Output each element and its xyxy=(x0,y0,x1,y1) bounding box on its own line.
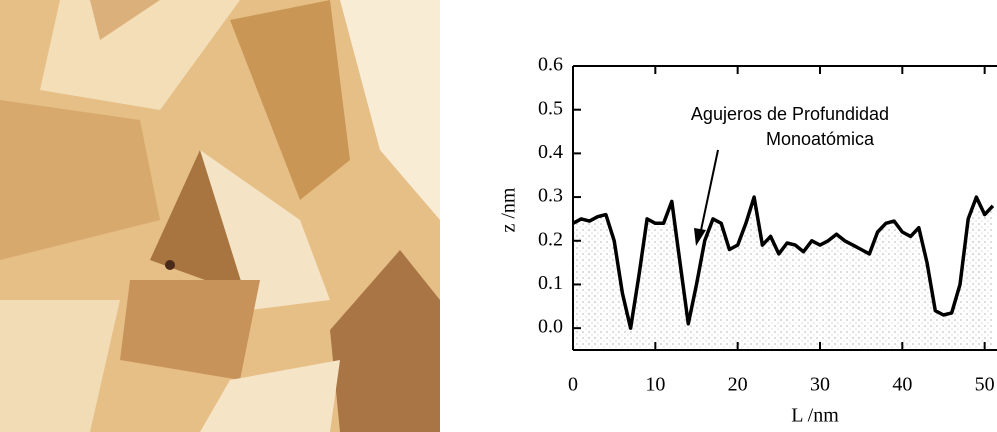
annotation: Monoatómica xyxy=(766,129,875,149)
stm-image xyxy=(0,0,440,432)
x-axis-label: L /nm xyxy=(791,405,839,427)
y-tick-label: 0.1 xyxy=(538,272,563,294)
x-tick-label: 50 xyxy=(975,374,995,396)
y-tick-label: 0.5 xyxy=(538,97,563,119)
line xyxy=(572,195,995,330)
annotation: Agujeros de Profundidad xyxy=(691,104,889,124)
x-tick-label: 0 xyxy=(568,374,578,396)
x-tick-label: 20 xyxy=(728,374,748,396)
profile-chart: Agujeros de Profundidad Monoatómica L /n… xyxy=(498,54,997,427)
y-tick-label: 0.2 xyxy=(538,228,563,250)
x-tick-label: 10 xyxy=(645,374,665,396)
y-tick-label: 0.6 xyxy=(538,54,563,76)
y-tick-label: 0.4 xyxy=(538,141,563,163)
x-tick-label: 30 xyxy=(810,374,830,396)
annotation-arrow xyxy=(694,149,719,246)
y-tick-label: 0.0 xyxy=(538,316,563,338)
y-tick-label: 0.3 xyxy=(538,185,563,207)
x-tick-label: 40 xyxy=(892,374,912,396)
area xyxy=(573,197,993,350)
y-axis-label: z /nm xyxy=(498,187,520,232)
